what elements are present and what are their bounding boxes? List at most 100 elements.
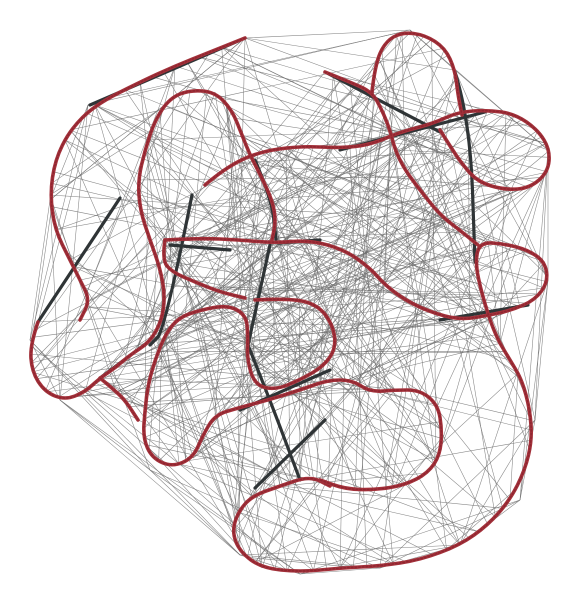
graph-edge xyxy=(89,129,411,301)
graph-edge xyxy=(323,101,460,367)
node-chain-dots xyxy=(143,298,443,491)
graph-edge xyxy=(219,189,514,293)
node-chain-dots xyxy=(99,377,139,421)
graph-edge xyxy=(59,104,89,401)
graph-edge xyxy=(313,126,422,571)
graph-edge xyxy=(152,34,426,369)
graph-edge xyxy=(114,241,481,369)
graph-edge xyxy=(149,469,241,556)
node-chain-dots xyxy=(324,71,479,246)
graph-edge xyxy=(69,47,446,131)
graph-edge xyxy=(369,267,461,546)
graph-edge xyxy=(333,75,391,131)
graph-edge xyxy=(158,240,299,352)
graph-edge xyxy=(241,134,421,191)
graph-edge xyxy=(99,377,394,565)
graph-edge xyxy=(31,179,212,364)
graph-edge xyxy=(221,47,513,311)
graph-edge xyxy=(394,149,550,158)
graph-edge xyxy=(274,242,461,546)
bundled-edge xyxy=(168,243,232,252)
graph-edge xyxy=(144,149,396,391)
graph-edge xyxy=(236,295,461,546)
graph-edge xyxy=(291,110,479,384)
graph-edge xyxy=(179,275,528,304)
graph-edge xyxy=(409,176,531,421)
graph-edge xyxy=(156,91,216,259)
bundled-edge xyxy=(323,70,442,134)
graph-edge xyxy=(198,56,531,189)
node-chain-dots xyxy=(163,239,246,299)
graph-edge xyxy=(116,300,300,393)
graph-edge xyxy=(144,220,448,420)
node-chain-dots xyxy=(164,237,548,572)
graph-edge xyxy=(161,259,414,305)
graph-edge xyxy=(381,49,447,551)
graph-edge xyxy=(119,189,506,364)
graph-edge xyxy=(94,104,491,322)
graph-edge xyxy=(244,37,456,71)
graph-edge xyxy=(84,391,197,451)
graph-edge xyxy=(384,284,491,316)
graph-edge xyxy=(299,75,334,480)
graph-edge xyxy=(335,347,396,391)
graph-edge xyxy=(139,81,239,513)
graph-edge xyxy=(236,295,496,517)
graph-edge xyxy=(178,463,407,563)
graph-edge xyxy=(79,189,514,281)
graph-edge xyxy=(285,147,501,344)
graph-edge xyxy=(64,139,248,558)
graph-edge xyxy=(266,198,427,300)
graph-edge xyxy=(439,214,530,451)
graph-edge xyxy=(289,439,533,483)
graph-edge xyxy=(94,104,194,459)
graph-edge xyxy=(87,29,411,106)
graph-edge xyxy=(49,129,152,196)
graph-edge xyxy=(343,116,385,381)
graph-edge xyxy=(73,266,329,381)
graph-edge xyxy=(124,89,317,371)
graph-edge xyxy=(144,139,149,411)
graph-edge xyxy=(94,382,434,556)
graph-edge xyxy=(76,273,233,533)
node-chain-dots xyxy=(204,109,550,190)
graph-edge xyxy=(54,199,140,231)
graph-edge xyxy=(174,65,537,183)
graph-edge xyxy=(431,39,437,462)
graph-edge xyxy=(161,319,187,462)
graph-edge xyxy=(274,365,325,570)
node-chain-layer xyxy=(29,31,551,573)
graph-edge xyxy=(379,419,536,569)
graph-edge xyxy=(35,126,422,330)
graph-edge xyxy=(246,49,382,322)
graph-edge xyxy=(29,339,241,556)
graph-edge xyxy=(99,318,471,379)
graph-edge xyxy=(271,199,324,483)
graph-edge xyxy=(185,421,441,462)
graph-edge xyxy=(286,146,314,243)
graph-edge xyxy=(192,312,406,486)
graph-edge xyxy=(459,419,536,546)
graph-edge xyxy=(339,129,539,569)
graph-edge xyxy=(178,463,479,532)
thin-edge-layer xyxy=(29,29,551,575)
graph-edge xyxy=(94,104,546,263)
graph-edge xyxy=(235,118,455,153)
graph-edge xyxy=(136,259,163,351)
graph-edge xyxy=(353,136,392,568)
graph-edge xyxy=(196,129,411,451)
graph-edge xyxy=(254,390,387,563)
graph-edge xyxy=(49,199,151,471)
graph-edge xyxy=(363,387,532,431)
graph-edge xyxy=(51,206,214,239)
graph-edge xyxy=(331,31,403,355)
graph-edge xyxy=(499,112,507,344)
graph-edge xyxy=(241,134,491,322)
graph-edge xyxy=(254,389,396,563)
graph-edge xyxy=(192,220,448,459)
graph-edge xyxy=(437,164,549,406)
graph-edge xyxy=(214,118,236,416)
graph-edge xyxy=(73,266,324,312)
